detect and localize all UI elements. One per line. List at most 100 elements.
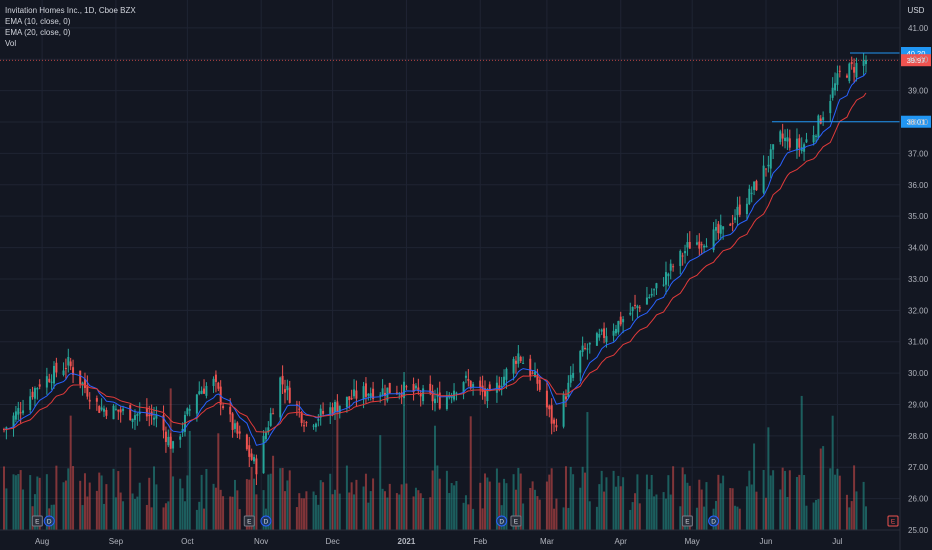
candle-body: [495, 382, 498, 393]
event-marker-letter: D: [499, 519, 504, 526]
volume-bar: [812, 502, 815, 530]
indicator-vol[interactable]: Vol: [5, 39, 17, 48]
candle-body: [834, 83, 837, 91]
volume-bar: [522, 503, 525, 530]
symbol-title[interactable]: Invitation Homes Inc., 1D, Cboe BZX: [5, 6, 136, 15]
candle-body: [703, 245, 706, 248]
candle-body: [722, 226, 725, 230]
earnings-icon[interactable]: [243, 515, 255, 527]
ema20-line: [3, 92, 867, 433]
candle-body: [395, 392, 398, 394]
volume-bar: [14, 475, 17, 530]
volume-bar: [831, 415, 834, 530]
volume-bar: [3, 466, 5, 530]
dividend-icon[interactable]: [496, 515, 508, 527]
volume-bar: [381, 488, 384, 530]
indicator-ema10[interactable]: EMA (10, close, 0): [5, 17, 71, 26]
candle-body: [622, 319, 625, 323]
volume-bar: [29, 475, 32, 530]
candle-body: [595, 333, 598, 346]
volume-bar: [262, 490, 265, 530]
candle-body: [405, 386, 408, 388]
candle-body: [236, 422, 239, 434]
candle-body: [336, 402, 339, 412]
hline-price-label: 38.01: [907, 118, 926, 127]
volume-bar: [631, 502, 634, 530]
volume-bar: [200, 474, 203, 530]
volume-bar: [572, 474, 575, 530]
candle-body: [369, 393, 372, 398]
candle-body: [72, 367, 75, 375]
time-axis[interactable]: Aug Sep Oct Nov Dec 2021 Feb Mar Apr May Jun Jul: [0, 529, 900, 546]
candle-body: [250, 453, 253, 460]
candle-body: [605, 336, 608, 343]
candle-body: [779, 131, 782, 142]
indicator-ema20[interactable]: EMA (20, close, 0): [5, 28, 71, 37]
candle-body: [64, 368, 67, 370]
candle-body: [117, 409, 120, 412]
candle-body: [98, 406, 101, 413]
volume-bar: [172, 476, 175, 530]
volume-bar: [495, 468, 498, 530]
volume-bar: [550, 468, 553, 530]
time-tick-label: Oct: [181, 537, 194, 546]
volume-bar: [229, 496, 232, 530]
volume-bar: [445, 470, 448, 530]
volume-bar: [322, 482, 325, 530]
candle-body: [212, 378, 215, 387]
volume-bar: [545, 481, 548, 530]
candle-body: [279, 377, 282, 418]
price-tick-label: 33.00: [908, 275, 929, 284]
candle-body: [534, 371, 537, 377]
volume-bar: [472, 508, 475, 530]
volume-bar: [429, 497, 432, 530]
candle-body: [503, 376, 506, 386]
earnings-icon[interactable]: [510, 515, 522, 527]
volume-bar: [367, 502, 370, 530]
candle-body: [29, 396, 32, 410]
dividend-icon[interactable]: [260, 515, 272, 527]
candle-body: [319, 408, 322, 418]
volume-bar: [331, 494, 334, 530]
dividend-icon[interactable]: [708, 515, 720, 527]
volume-bar: [564, 466, 567, 530]
volume-bar: [829, 468, 832, 530]
volume-bar: [364, 473, 367, 530]
candle-body: [653, 289, 656, 291]
candle-body: [636, 305, 639, 309]
volume-bar: [298, 493, 301, 530]
candle-body: [603, 328, 606, 338]
price-axis[interactable]: 25.00 26.00 27.00 28.00 29.00 30.00 31.00 32.00…: [899, 0, 929, 550]
volume-bar: [479, 482, 482, 530]
price-tick-label: 30.00: [908, 369, 929, 378]
last-price-badge[interactable]: [901, 54, 931, 67]
volume-bar: [419, 493, 422, 530]
price-tick-label: 27.00: [908, 463, 929, 472]
volume-bar: [205, 468, 208, 530]
candle-body: [750, 192, 753, 194]
candle-body: [162, 415, 165, 431]
candle-body: [50, 381, 53, 383]
volume-bar: [836, 468, 839, 530]
candle-body: [83, 379, 86, 389]
volume-bar: [83, 473, 86, 530]
dividend-icon[interactable]: [43, 515, 55, 527]
horizontal-lines[interactable]: 40.20 38.01 39.97: [0, 47, 931, 128]
candle-body: [317, 419, 320, 421]
candle-body: [45, 376, 48, 388]
candle-body: [848, 63, 851, 82]
event-marker-letter: E: [891, 519, 896, 526]
candle-body: [784, 137, 787, 142]
earnings-icon[interactable]: [31, 515, 43, 527]
hline-price-badge[interactable]: [901, 115, 931, 128]
volume-bar: [738, 508, 741, 530]
volume-bar: [700, 489, 703, 530]
candle-body: [717, 223, 720, 234]
candle-body: [438, 392, 441, 409]
volume-bar: [805, 505, 808, 530]
earnings-icon[interactable]: [887, 515, 899, 527]
earnings-icon[interactable]: [681, 515, 693, 527]
volume-bar: [803, 475, 806, 530]
